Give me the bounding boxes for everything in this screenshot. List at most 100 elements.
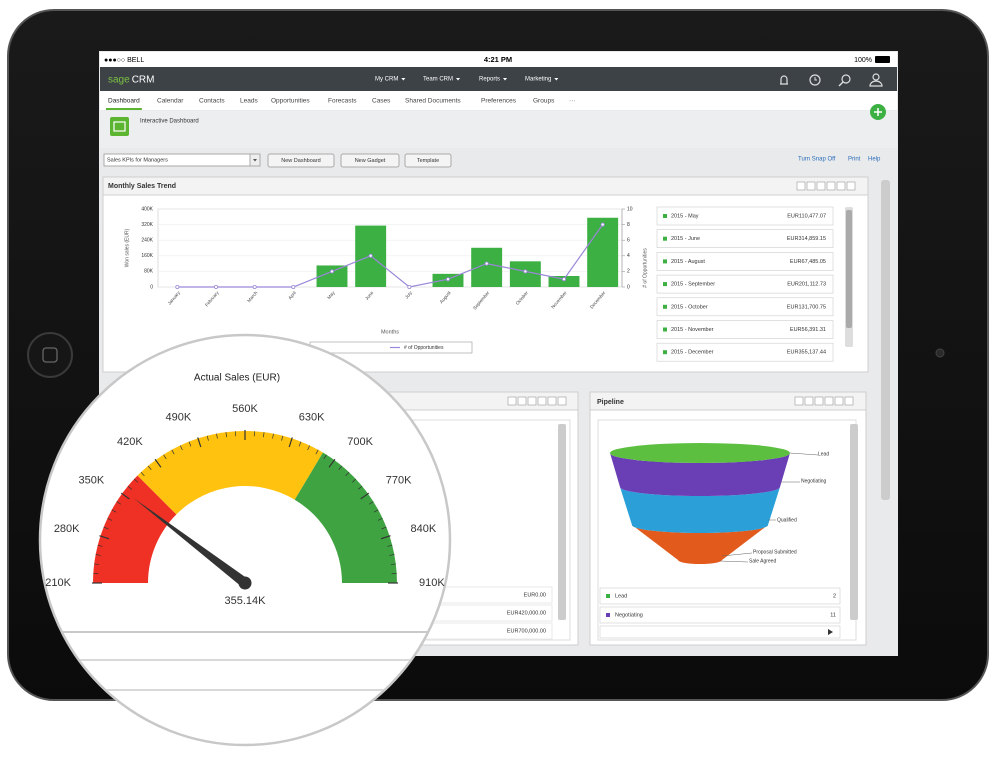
gauge-minor-tick — [111, 509, 117, 513]
y-tick-label: 160K — [141, 253, 153, 259]
recent-icon[interactable] — [809, 74, 821, 86]
row-label: 2015 - June — [671, 236, 700, 242]
tab[interactable]: Shared Documents — [405, 98, 461, 105]
gadget-tool-button — [796, 181, 806, 191]
battery-level: 100% — [854, 57, 872, 64]
gadget-tool-button — [834, 396, 844, 406]
user-icon[interactable] — [872, 73, 880, 81]
funnel-stage-label: Qualified — [777, 517, 797, 523]
line-marker — [329, 269, 334, 274]
gadget-tool-button — [804, 396, 814, 406]
page-scrollbar — [881, 180, 890, 500]
gadget-tool-button — [557, 396, 567, 406]
select-caret — [253, 159, 257, 162]
gauge-minor-tick — [140, 471, 145, 477]
row-value: EUR67,485.05 — [790, 259, 826, 265]
menu-item[interactable]: Team CRM — [423, 77, 453, 83]
line-marker — [407, 284, 412, 289]
line-series — [177, 224, 604, 288]
gauge-tick-label: 630K — [299, 411, 325, 423]
tab[interactable]: Opportunities — [271, 98, 310, 105]
gauge-minor-tick — [171, 449, 175, 455]
line-marker — [523, 269, 528, 274]
gauge-major-tick — [380, 535, 391, 540]
menu-caret — [503, 78, 508, 81]
tab[interactable]: Calendar — [157, 98, 184, 105]
pager-row — [599, 625, 841, 639]
gauge-minor-tick — [358, 485, 363, 490]
pager-next[interactable] — [828, 629, 833, 635]
funnel-layer — [620, 487, 780, 533]
bar — [587, 217, 619, 287]
funnel-layer — [610, 453, 790, 496]
gauge-minor-tick — [188, 441, 192, 447]
table-row — [656, 229, 834, 248]
gauge-minor-tick — [263, 432, 265, 438]
line-marker — [213, 284, 218, 289]
tab[interactable]: Cases — [372, 98, 391, 105]
gauge-minor-tick — [377, 517, 383, 521]
menu-item[interactable]: Marketing — [525, 77, 551, 83]
tab[interactable]: Leads — [240, 98, 258, 105]
toolbar-button-label[interactable]: Template — [417, 158, 439, 164]
tab[interactable]: ··· — [569, 98, 576, 105]
gauge-tick-label: 420K — [117, 436, 143, 448]
gauge-minor-tick — [323, 454, 327, 460]
y2-tick-label: 10 — [627, 206, 633, 212]
page-icon — [110, 117, 129, 136]
gauge-minor-tick — [351, 478, 357, 483]
toolbar-link[interactable]: Turn Snap Off — [798, 157, 836, 163]
search-icon[interactable] — [841, 74, 851, 84]
row-value: EUR110,477.07 — [787, 213, 826, 219]
gauge-minor-tick — [94, 563, 100, 565]
toolbar-button-label[interactable]: New Dashboard — [281, 158, 320, 164]
gauge-minor-tick — [127, 485, 132, 490]
gadget-tool-button — [824, 396, 834, 406]
y-axis-label: Won sales (EUR) — [124, 228, 130, 267]
toolbar-link[interactable]: Print — [848, 157, 861, 163]
legend-swatch — [606, 613, 610, 617]
gauge-minor-tick — [95, 554, 101, 556]
y-tick-label: 320K — [141, 222, 153, 228]
gadget-scrollbar — [850, 424, 858, 620]
tab[interactable]: Groups — [533, 98, 555, 105]
x-tick-label: June — [364, 290, 375, 301]
menu-item[interactable]: My CRM — [375, 77, 398, 83]
row-label: 2015 - December — [671, 350, 714, 356]
toolbar-link[interactable]: Help — [868, 157, 881, 163]
gauge-minor-tick — [216, 433, 218, 439]
legend-label: Negotiating — [615, 612, 643, 618]
menu-item[interactable]: Reports — [479, 77, 500, 83]
tab[interactable]: Forecasts — [328, 98, 357, 105]
tab[interactable]: Preferences — [481, 98, 517, 105]
row-swatch — [663, 236, 667, 241]
legend-label: Lead — [615, 593, 627, 599]
x-axis-label: Months — [381, 329, 399, 335]
gauge-minor-tick — [345, 471, 350, 477]
row-value: EUR314,859.15 — [787, 236, 826, 242]
row-label: 2015 - May — [671, 213, 699, 219]
gauge-band — [294, 452, 397, 583]
gauge-band — [137, 431, 323, 515]
user-icon-body — [869, 80, 883, 87]
notifications-icon[interactable] — [780, 75, 788, 85]
gadget-tool-button — [844, 396, 854, 406]
legend-row — [599, 587, 841, 605]
y-tick-label: 80K — [144, 269, 154, 275]
toolbar-button — [404, 153, 452, 168]
gauge-title: Actual Sales (EUR) — [194, 373, 280, 384]
gadget-tool-button — [517, 396, 527, 406]
row-value: EUR201,112.73 — [787, 282, 826, 288]
gauge-tick-label: 700K — [347, 436, 373, 448]
table-row — [656, 342, 834, 362]
gadget-tool-button — [826, 181, 836, 191]
row-value: EUR700,000.00 — [507, 628, 546, 634]
gauge-major-tick — [288, 437, 293, 448]
toolbar-button-label[interactable]: New Gadget — [355, 158, 386, 164]
tab[interactable]: Dashboard — [108, 98, 140, 105]
gauge-minor-tick — [97, 544, 103, 547]
tab[interactable]: Contacts — [199, 98, 225, 105]
gauge-minor-tick — [368, 501, 374, 505]
gadget-tool-button — [814, 396, 824, 406]
gauge-minor-tick — [147, 465, 152, 470]
